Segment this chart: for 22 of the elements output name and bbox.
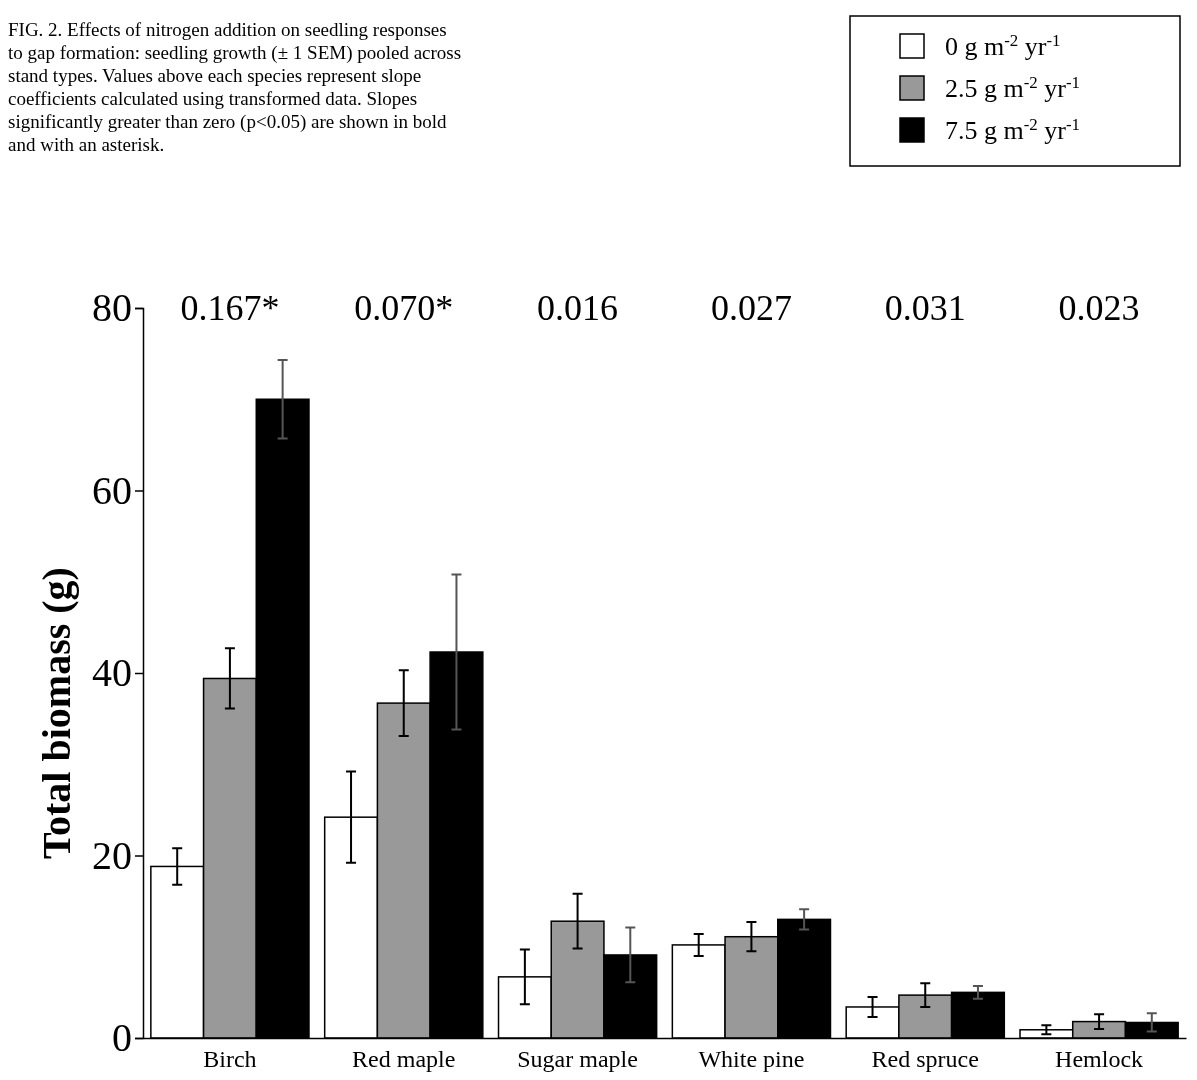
- annotation: 0.023: [1058, 288, 1140, 328]
- x-tick-label: Red spruce: [871, 1046, 979, 1073]
- legend-label: 7.5 g m$^{-2}$ yr$^{-1}$: [945, 114, 1081, 145]
- caption: FIG. 2. Effects of nitrogen addition on seedling responses to gap formation: seedling growth (± 1 SEM) pooled across stand types. Values above each species represent slope coefficients calculated using transformed data. Slopes significantly greater than zero (p<0.05) are shown in bold and with an asterisk.: [8, 19, 462, 155]
- x-tick-label: Red maple: [352, 1046, 456, 1073]
- y-tick-label: 80: [92, 285, 132, 331]
- annotation: 0.167*: [180, 288, 280, 328]
- y-axis-title: Total biomass (g): [34, 567, 79, 859]
- y-tick-label: 20: [92, 832, 132, 878]
- annotation: 0.031: [884, 288, 966, 328]
- x-tick-label: Hemlock: [1055, 1046, 1144, 1073]
- annotation: 0.070*: [354, 288, 454, 328]
- x-tick-label: White pine: [698, 1046, 805, 1073]
- annotation: 0.016: [537, 288, 619, 328]
- legend-label: 2.5 g m$^{-2}$ yr$^{-1}$: [945, 72, 1081, 103]
- x-tick-label: Sugar maple: [517, 1046, 638, 1073]
- y-tick-label: 40: [92, 650, 132, 696]
- x-tick-label: Birch: [203, 1046, 257, 1073]
- legend-label: 0 g m$^{-2}$ yr$^{-1}$: [945, 30, 1061, 61]
- y-tick-label: 0: [112, 1015, 132, 1061]
- annotation: 0.027: [710, 288, 792, 328]
- y-tick-label: 60: [92, 467, 132, 513]
